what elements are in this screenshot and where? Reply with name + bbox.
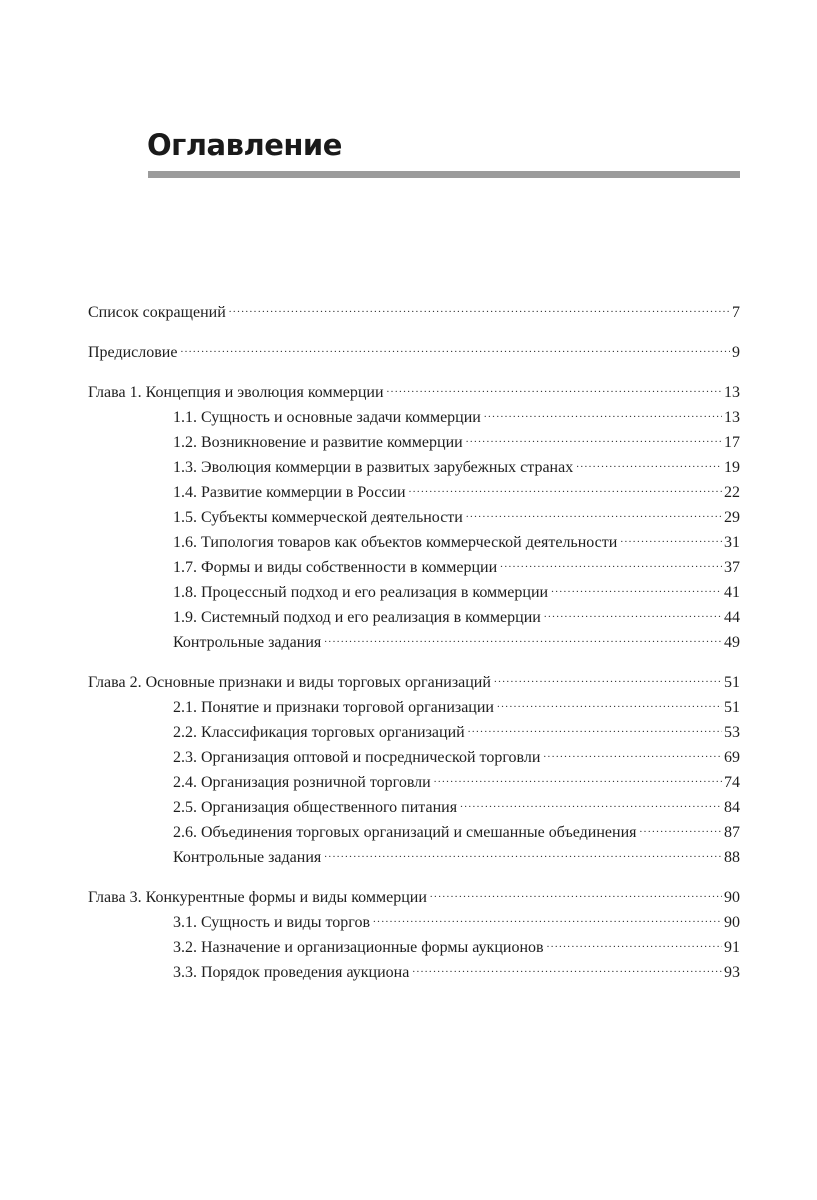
toc-entry-title: Контрольные задания bbox=[173, 634, 322, 651]
toc-entry-section[interactable]: 3.1. Сущность и виды торгов 90 bbox=[173, 910, 740, 935]
toc-entry-chapter[interactable]: Предисловие 9 bbox=[88, 340, 740, 365]
toc-entry-section[interactable]: 3.3. Порядок проведения аукциона 93 bbox=[173, 960, 740, 985]
toc-entry-section[interactable]: 1.6. Типология товаров как объектов комм… bbox=[173, 530, 740, 555]
toc-entry-section[interactable]: 1.2. Возникновение и развитие коммерции 1… bbox=[173, 430, 740, 455]
toc-entry-page-number: 90 bbox=[722, 910, 740, 935]
toc-entry-title: 1.6. Типология товаров как объектов комм… bbox=[173, 534, 618, 551]
toc-entry-title: 2.1. Понятие и признаки торговой организ… bbox=[173, 699, 494, 716]
toc-entry-title: Глава 1. Концепция и эволюция коммерции bbox=[88, 384, 384, 401]
toc-entry-page-number: 87 bbox=[722, 820, 740, 845]
page-title: Оглавление bbox=[147, 128, 342, 162]
toc-entry-title: 1.4. Развитие коммерции в России bbox=[173, 484, 406, 501]
toc-entry-page-number: 88 bbox=[722, 845, 740, 870]
toc-entry-chapter[interactable]: Глава 2. Основные признаки и виды торгов… bbox=[88, 670, 740, 695]
toc-entry-section[interactable]: Контрольные задания 88 bbox=[173, 845, 740, 870]
toc-entry-title: 3.1. Сущность и виды торгов bbox=[173, 914, 371, 931]
toc-entry-title: 1.5. Субъекты коммерческой деятельности bbox=[173, 509, 463, 526]
toc-entry-section[interactable]: 1.3. Эволюция коммерции в развитых заруб… bbox=[173, 455, 740, 480]
toc-entry-page-number: 93 bbox=[722, 960, 740, 985]
toc-entry-section[interactable]: 3.2. Назначение и организационные формы … bbox=[173, 935, 740, 960]
toc-entry-page-number: 51 bbox=[722, 670, 740, 695]
toc-entry-page-number: 22 bbox=[722, 480, 740, 505]
toc-entry-section[interactable]: Контрольные задания 49 bbox=[173, 630, 740, 655]
toc-entry-page-number: 17 bbox=[722, 430, 740, 455]
toc-entry-page-number: 13 bbox=[722, 380, 740, 405]
toc-entry-section[interactable]: 1.7. Формы и виды собственности в коммер… bbox=[173, 555, 740, 580]
toc-entry-page-number: 44 bbox=[722, 605, 740, 630]
toc-entry-page-number: 19 bbox=[722, 455, 740, 480]
toc-entry-section[interactable]: 2.4. Организация розничной торговли 74 bbox=[173, 770, 740, 795]
toc-entry-section[interactable]: 1.8. Процессный подход и его реализация … bbox=[173, 580, 740, 605]
toc-entry-page-number: 90 bbox=[722, 885, 740, 910]
toc-entry-title: 1.7. Формы и виды собственности в коммер… bbox=[173, 559, 498, 576]
toc-entry-title: 1.2. Возникновение и развитие коммерции bbox=[173, 434, 463, 451]
toc-entry-page-number: 41 bbox=[722, 580, 740, 605]
toc-entry-page-number: 29 bbox=[722, 505, 740, 530]
toc-entry-title: Глава 3. Конкурентные формы и виды комме… bbox=[88, 889, 427, 906]
toc-entry-page-number: 53 bbox=[722, 720, 740, 745]
toc-entry-title: 2.3. Организация оптовой и посредническо… bbox=[173, 749, 541, 766]
toc-entry-title: 1.1. Сущность и основные задачи коммерци… bbox=[173, 409, 481, 426]
toc-entry-title: Глава 2. Основные признаки и виды торгов… bbox=[88, 674, 491, 691]
toc-entry-section[interactable]: 2.5. Организация общественного питания 84 bbox=[173, 795, 740, 820]
toc-entry-title: 2.5. Организация общественного питания bbox=[173, 799, 458, 816]
toc-entry-page-number: 37 bbox=[722, 555, 740, 580]
toc-entry-title: Предисловие bbox=[88, 344, 178, 361]
toc-entry-section[interactable]: 2.3. Организация оптовой и посредническо… bbox=[173, 745, 740, 770]
toc-entry-title: Список сокращений bbox=[88, 304, 226, 321]
toc-entry-section[interactable]: 2.6. Объединения торговых организаций и … bbox=[173, 820, 740, 845]
toc-entry-page-number: 74 bbox=[722, 770, 740, 795]
toc-entry-title: Контрольные задания bbox=[173, 849, 322, 866]
toc-entry-section[interactable]: 1.4. Развитие коммерции в России 22 bbox=[173, 480, 740, 505]
toc-entry-chapter[interactable]: Список сокращений 7 bbox=[88, 300, 740, 325]
toc-entry-page-number: 13 bbox=[722, 405, 740, 430]
toc-entry-chapter[interactable]: Глава 3. Конкурентные формы и виды комме… bbox=[88, 885, 740, 910]
toc-entry-title: 3.3. Порядок проведения аукциона bbox=[173, 964, 410, 981]
toc-entry-page-number: 31 bbox=[722, 530, 740, 555]
toc-entry-title: 3.2. Назначение и организационные формы … bbox=[173, 939, 544, 956]
toc-entry-page-number: 69 bbox=[722, 745, 740, 770]
toc-entry-title: 1.3. Эволюция коммерции в развитых заруб… bbox=[173, 459, 574, 476]
toc-entry-section[interactable]: 2.2. Классификация торговых организаций 5… bbox=[173, 720, 740, 745]
toc-entry-title: 1.9. Системный подход и его реализация в… bbox=[173, 609, 541, 626]
toc-entry-page-number: 84 bbox=[722, 795, 740, 820]
toc-entry-chapter[interactable]: Глава 1. Концепция и эволюция коммерции 1… bbox=[88, 380, 740, 405]
toc-entry-section[interactable]: 2.1. Понятие и признаки торговой организ… bbox=[173, 695, 740, 720]
toc-entry-section[interactable]: 1.9. Системный подход и его реализация в… bbox=[173, 605, 740, 630]
toc-entry-title: 1.8. Процессный подход и его реализация … bbox=[173, 584, 549, 601]
toc-entry-title: 2.4. Организация розничной торговли bbox=[173, 774, 431, 791]
toc-entry-title: 2.6. Объединения торговых организаций и … bbox=[173, 824, 637, 841]
toc-entry-page-number: 91 bbox=[722, 935, 740, 960]
toc-entry-title: 2.2. Классификация торговых организаций bbox=[173, 724, 465, 741]
toc-entry-page-number: 7 bbox=[730, 300, 740, 325]
table-of-contents: Список сокращений 7 Предисловие 9 Глава 1. К… bbox=[88, 300, 740, 985]
title-underline-rule bbox=[148, 171, 740, 178]
toc-entry-section[interactable]: 1.5. Субъекты коммерческой деятельности 2… bbox=[173, 505, 740, 530]
toc-entry-section[interactable]: 1.1. Сущность и основные задачи коммерци… bbox=[173, 405, 740, 430]
toc-entry-page-number: 9 bbox=[730, 340, 740, 365]
toc-entry-page-number: 49 bbox=[722, 630, 740, 655]
toc-entry-page-number: 51 bbox=[722, 695, 740, 720]
